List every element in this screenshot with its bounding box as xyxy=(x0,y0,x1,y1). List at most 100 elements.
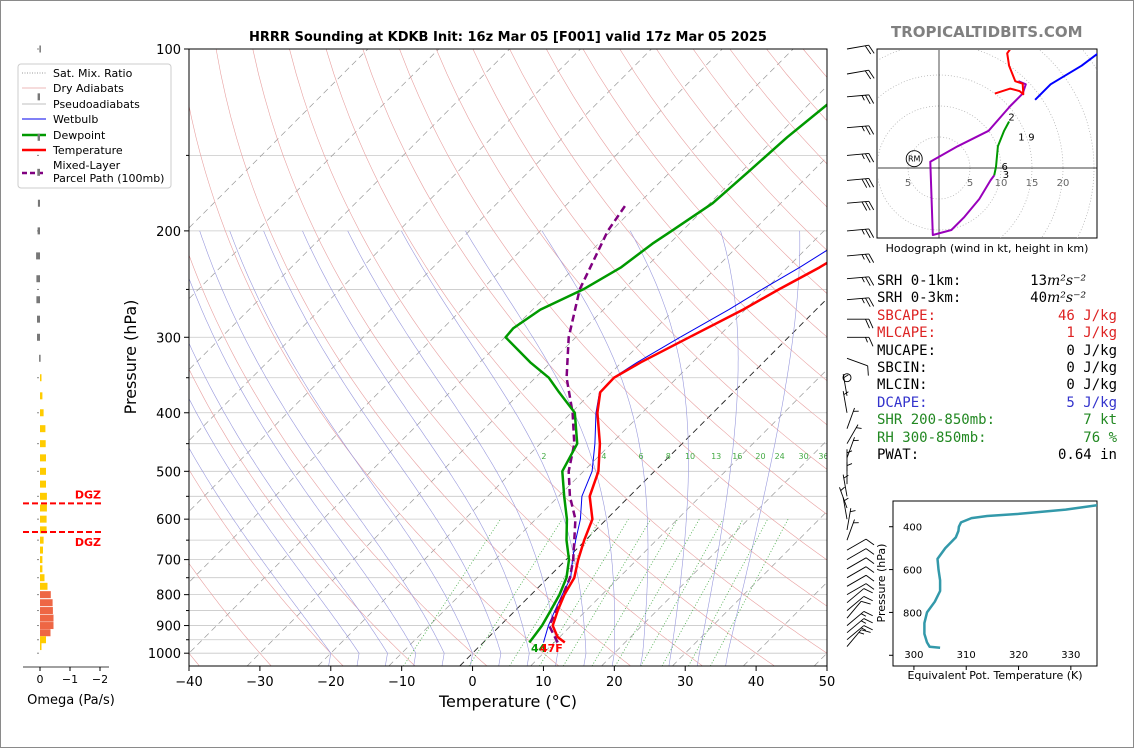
barb-flag xyxy=(866,537,874,547)
barb-flag xyxy=(864,594,873,603)
barb-staff xyxy=(847,547,874,568)
pseudoadiabat xyxy=(465,231,614,666)
barb-shaft xyxy=(847,539,866,550)
index-row: SBCAPE:46 J/kg xyxy=(877,308,1117,325)
omega-bar xyxy=(40,454,46,461)
x-tick-label: −20 xyxy=(317,675,344,690)
barb-staff xyxy=(847,254,874,265)
x-tick-label: −30 xyxy=(246,675,273,690)
omega-bar xyxy=(40,468,46,475)
barb-flag xyxy=(864,616,873,625)
barb-staff xyxy=(847,229,874,240)
wind-barb xyxy=(847,586,873,610)
index-label: MLCIN: xyxy=(877,377,928,394)
index-value: 40 xyxy=(975,290,1047,307)
mixing-ratio-label: 6 xyxy=(639,452,644,461)
omega-bar xyxy=(36,296,40,303)
barb-flag xyxy=(864,609,873,618)
barb-staff xyxy=(847,44,874,57)
x-tick-label: 10 xyxy=(535,675,552,690)
pseudoadiabat xyxy=(230,231,473,666)
wind-barb xyxy=(844,358,872,375)
omega-bar xyxy=(37,169,40,176)
omega-bar xyxy=(40,392,42,399)
index-unit: m²s⁻² xyxy=(1047,273,1086,290)
barb-half-flag xyxy=(862,229,864,234)
legend-parcel-line: Parcel Path (100mb) xyxy=(53,172,164,185)
barb-shaft xyxy=(847,575,866,586)
barb-staff xyxy=(847,586,873,610)
barb-flag xyxy=(869,319,873,328)
x-tick-label: 50 xyxy=(819,675,836,690)
barb-flag xyxy=(866,319,870,328)
hodograph-height-label: 2 xyxy=(1008,113,1014,124)
mixing-ratio-line xyxy=(592,519,678,666)
omega-bar xyxy=(39,46,41,53)
wind-barb xyxy=(847,44,874,57)
index-value: 0 J/kg xyxy=(1045,343,1117,360)
omega-bar xyxy=(38,134,40,141)
wind-barb xyxy=(847,462,852,484)
storm-motion-lm-marker xyxy=(1130,68,1133,82)
y-tick-label: 200 xyxy=(156,225,181,240)
barb-staff xyxy=(847,125,874,136)
barb-shaft xyxy=(847,567,866,578)
wind-barb xyxy=(847,319,873,328)
dewpoint-line xyxy=(506,49,910,643)
omega-bar xyxy=(37,334,40,341)
barb-staff xyxy=(847,297,874,308)
theta-e-y-tick-label: 600 xyxy=(903,566,922,577)
pseudoadiabat xyxy=(630,231,688,666)
omega-bar xyxy=(40,504,47,511)
omega-bar xyxy=(40,643,42,650)
mixing-ratio-label: 8 xyxy=(666,452,671,461)
barb-flag xyxy=(865,366,872,376)
barb-flag xyxy=(866,556,874,566)
index-label: SHR 200-850mb: xyxy=(877,412,995,429)
theta-e-x-tick-label: 330 xyxy=(1061,650,1080,661)
barb-half-flag xyxy=(862,277,864,282)
mixing-ratio-line xyxy=(662,519,743,666)
hodograph-ring-label: 20 xyxy=(1057,178,1070,189)
theta-e-y-tick-label: 800 xyxy=(903,608,922,619)
legend-entry: Temperature xyxy=(52,144,123,157)
pseudoadiabat xyxy=(173,231,416,666)
storm-motion-rm-label: RM xyxy=(908,155,921,164)
theta-e-frame xyxy=(893,501,1097,666)
pseudoadiabat xyxy=(726,231,800,666)
x-axis-label: Temperature (°C) xyxy=(438,692,577,711)
isotherm xyxy=(318,49,935,666)
y-tick-label: 800 xyxy=(156,589,181,604)
isotherm xyxy=(247,49,864,666)
index-value: 0.64 in xyxy=(1045,447,1117,464)
omega-bar xyxy=(40,440,46,447)
barb-flag xyxy=(866,565,874,575)
dry-adiabat xyxy=(253,49,703,666)
y-tick-label: 100 xyxy=(156,43,181,58)
mixing-ratio-line xyxy=(688,519,767,666)
wind-barb xyxy=(847,95,874,106)
barb-staff xyxy=(847,556,874,577)
omega-x-tick-label: 0 xyxy=(37,673,44,686)
index-label: RH 300-850mb: xyxy=(877,430,987,447)
barb-staff xyxy=(847,537,874,558)
barb-staff xyxy=(847,627,871,653)
omega-bar xyxy=(36,252,40,259)
legend-entry: Dewpoint xyxy=(53,129,106,142)
barb-shaft xyxy=(847,358,868,366)
omega-bar xyxy=(40,636,46,643)
wind-barb xyxy=(847,178,874,189)
index-row: SBCIN:0 J/kg xyxy=(877,360,1117,377)
pseudoadiabat xyxy=(264,231,501,666)
theta-e-y-tick-label: 400 xyxy=(903,523,922,534)
mixing-ratio-label: 24 xyxy=(775,452,785,461)
barb-staff xyxy=(847,425,862,447)
index-row: MLCIN:0 J/kg xyxy=(877,377,1117,394)
omega-x-tick-label: −1 xyxy=(62,673,78,686)
wind-barb xyxy=(847,565,874,586)
barb-shaft xyxy=(847,589,864,603)
brand-watermark: TROPICALTIDBITS.COM xyxy=(891,23,1083,41)
barb-staff xyxy=(847,276,874,287)
barb-half-flag xyxy=(862,95,864,100)
surface-temperature-label: 47F xyxy=(540,642,563,655)
